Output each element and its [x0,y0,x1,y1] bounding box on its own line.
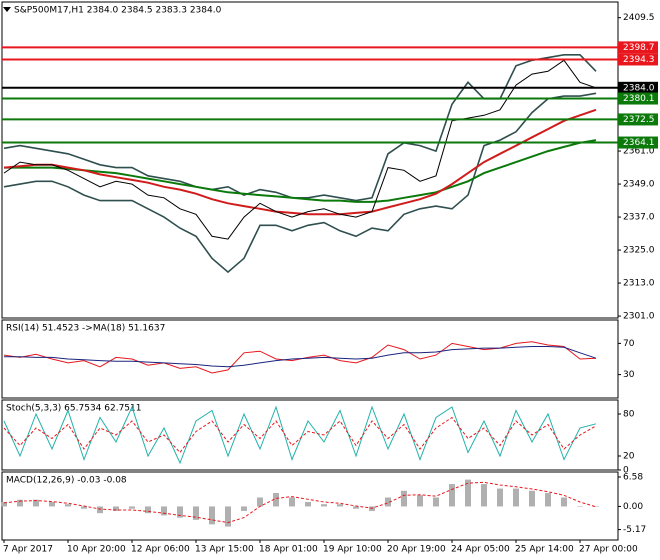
histogram-bar [497,488,503,507]
level-label: 2398.7 [623,43,655,53]
level-label-box [618,113,658,126]
level-label: 2380.1 [623,94,655,104]
y-tick-label: 0.00 [623,502,643,512]
x-tick-label: 27 Apr 00:00 [579,545,638,555]
series-line [3,108,597,216]
x-tick-label: 24 Apr 05:00 [451,545,510,555]
histogram-bar [129,506,135,509]
histogram-bar [97,506,103,514]
y-tick-label: 2301.0 [623,312,655,322]
x-tick-label: 18 Apr 01:00 [259,545,318,555]
y-tick-label: 2409.5 [623,13,655,23]
histogram-bar [145,506,151,514]
collapse-icon [3,7,11,12]
histogram-bar [321,504,327,507]
y-tick-label: 70 [623,339,635,349]
y-tick-label: 20 [623,452,635,462]
x-tick-label: 13 Apr 15:00 [195,545,254,555]
y-tick-label: 30 [623,370,635,380]
histogram-bar [65,504,71,507]
x-tick-label: 20 Apr 19:00 [387,545,446,555]
level-label: 2372.5 [623,115,655,125]
histogram-bar [113,506,119,511]
level-label-box [618,136,658,149]
y-tick-label: 2325.0 [623,246,655,256]
x-tick-label: 12 Apr 06:00 [131,545,190,555]
histogram-bar [577,506,583,507]
histogram-bar [193,506,199,520]
histogram-bar [465,479,471,507]
y-tick-label: 0 [623,466,629,476]
x-tick-label: 25 Apr 14:00 [515,545,574,555]
histogram-bar [33,499,39,507]
panel-title: MACD(12,26,9) -0.03 -0.08 [6,476,127,486]
histogram-bar [385,497,391,507]
histogram-bar [225,506,231,527]
y-tick-label: 6.58 [623,473,643,483]
series-line [4,139,597,203]
histogram-bar [529,490,535,507]
histogram-bar [17,499,23,507]
series-line [3,405,597,465]
series-line [3,92,597,274]
x-tick-label: 10 Apr 20:00 [67,545,126,555]
histogram-bar [561,497,567,507]
histogram-bar [449,484,455,507]
histogram-bar [289,497,295,507]
series-line [3,416,597,454]
y-tick-label: 2349.0 [623,180,655,190]
histogram-bar [257,497,263,507]
y-tick-label: 80 [623,410,635,420]
series-line [3,59,597,240]
histogram-bar [417,495,423,507]
level-label-box [618,81,658,94]
histogram-bar [401,490,407,507]
x-tick-label: 7 Apr 2017 [3,545,53,555]
x-tick-label: 19 Apr 10:00 [323,545,382,555]
panel-frame [1,399,619,471]
histogram-bar [513,488,519,507]
level-label: 2384.0 [623,83,655,93]
panel-title: S&P500M17,H1 2384.0 2384.5 2383.3 2384.0 [14,6,222,16]
level-label: 2394.3 [623,55,655,65]
histogram-bar [305,501,311,507]
histogram-bar [273,493,279,507]
panel-frame [1,1,619,319]
series-line [3,481,597,524]
histogram-bar [433,497,439,507]
level-label-box [618,41,658,54]
series-line [4,346,597,368]
histogram-bar [209,506,215,525]
level-label-box [618,53,658,66]
histogram-bar [353,506,359,509]
panel-title: RSI(14) 51.4523 ->MA(18) 51.1637 [6,324,165,334]
histogram-bar [1,501,7,507]
y-tick-label: -5.17 [623,525,646,535]
y-tick-label: 2337.0 [623,213,655,223]
panel-title: Stoch(5,3,3) 65.7534 62.7511 [6,404,141,414]
histogram-bar [337,504,343,507]
panel-frame [1,319,619,399]
histogram-bar [81,506,87,509]
histogram-bar [49,501,55,507]
histogram-bar [161,506,167,516]
level-label-box [618,92,658,105]
y-tick-label: 2313.0 [623,279,655,289]
histogram-bar [481,484,487,507]
y-tick-label: 2361.0 [623,147,655,157]
histogram-bar [241,506,247,511]
level-label: 2364.1 [623,138,655,148]
histogram-bar [593,506,599,507]
histogram-bar [177,506,183,518]
histogram-bar [545,493,551,507]
